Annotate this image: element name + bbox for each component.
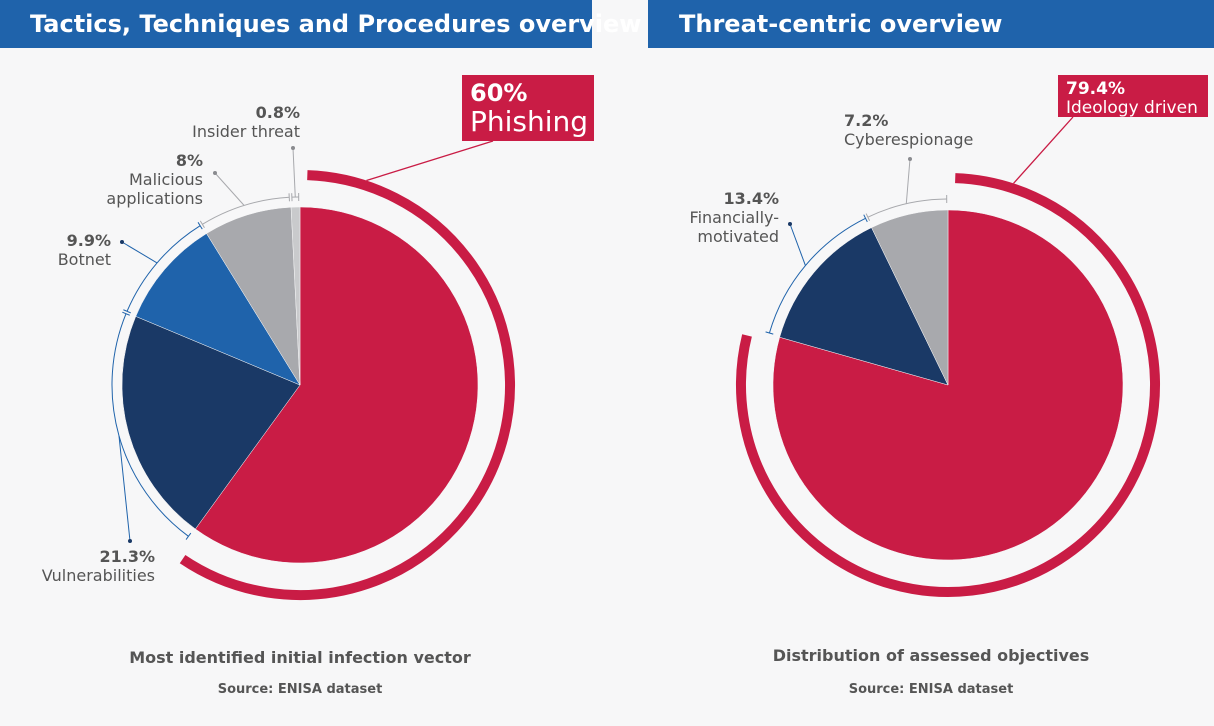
value-label-botnet: 9.9% [67, 231, 111, 250]
arc-tick-financially-motivated-0 [765, 331, 774, 335]
leader-dot-vulnerabilities [128, 539, 132, 543]
infection-vector-source: Source: ENISA dataset [217, 682, 383, 697]
pie-slice-financially-motivated [779, 227, 949, 386]
pie-slice-vulnerabilities [121, 316, 301, 530]
category-label-cyberespionage: Cyberespionage [844, 130, 973, 149]
category-label-malicious-applications-line-1: Malicious [129, 170, 203, 189]
objectives-source: Source: ENISA dataset [848, 682, 1014, 697]
leader-dot-financially-motivated [788, 222, 792, 226]
infection-vector-caption: Most identified initial infection vector [129, 648, 471, 667]
highlight-label-box [1058, 75, 1208, 117]
highlight-ring-ideology-driven [736, 173, 1160, 597]
pie-slice-malicious-applications [206, 206, 301, 386]
arc-tick-botnet-0 [123, 309, 131, 314]
leader-dot-botnet [120, 240, 124, 244]
leader-line-financially-motivated [789, 223, 806, 266]
highlight-ring-phishing [179, 170, 515, 600]
value-label-vulnerabilities: 21.3% [99, 547, 155, 566]
outer-arc-cyberespionage [867, 198, 947, 218]
pie-slice-insider-threat [290, 206, 301, 386]
category-label-botnet: Botnet [58, 250, 111, 269]
threat-centric-panel: Threat-centric overview 79.4% Ideology dr… [648, 0, 1214, 726]
value-label-cyberespionage: 7.2% [844, 111, 888, 130]
category-label-vulnerabilities: Vulnerabilities [42, 566, 155, 585]
arc-tick-financially-motivated-1 [863, 214, 868, 223]
objectives-caption: Distribution of assessed objectives [772, 646, 1090, 665]
leader-line-botnet [121, 241, 158, 264]
leader-dot-cyberespionage [908, 157, 912, 161]
category-label-financially-motivated-line-2: motivated [697, 227, 779, 246]
outer-arc-botnet [126, 225, 201, 312]
leader-line-cyberespionage [905, 158, 911, 204]
leader-line-phishing [366, 140, 494, 182]
value-label-ideology-driven: 79.4% [1066, 79, 1125, 99]
pie-slice-cyberespionage [871, 209, 949, 386]
leader-line-vulnerabilities [118, 435, 131, 542]
arc-tick-vulnerabilities-1 [122, 311, 130, 316]
category-label-financially-motivated-line-1: Financially- [690, 208, 779, 227]
value-label-financially-motivated: 13.4% [723, 189, 779, 208]
leader-line-insider-threat [292, 147, 296, 198]
value-label-insider-threat: 0.8% [256, 103, 300, 122]
category-label-ideology-driven: Ideology driven [1066, 98, 1198, 118]
category-label-malicious-applications-line-2: applications [106, 189, 203, 208]
pie-slice-botnet [135, 233, 301, 386]
arc-tick-vulnerabilities-0 [185, 532, 192, 540]
arc-tick-botnet-1 [197, 222, 203, 230]
objectives-pie-chart: 79.4%Ideology driven 13.4%Financially-mot… [690, 75, 1208, 597]
highlight-label-box [462, 75, 594, 141]
ttp-overview-panel: Tactics, Techniques and Procedures overv… [0, 0, 641, 726]
arc-tick-cyberespionage-0 [865, 213, 871, 221]
outer-arc-malicious-applications [202, 196, 290, 225]
value-label-malicious-applications: 8% [176, 151, 203, 170]
leader-line-ideology-driven [1013, 116, 1074, 184]
leader-line-malicious-applications [214, 172, 245, 206]
outer-arc-vulnerabilities [111, 313, 189, 537]
arc-tick-malicious-applications-0 [199, 220, 205, 229]
infection-vector-pie-chart: 60%Phishing 21.3%Vulnerabilities 9.9%Botne… [42, 75, 594, 600]
leader-dot-insider-threat [291, 146, 295, 150]
ttp-overview-header: Tactics, Techniques and Procedures overv… [0, 0, 641, 48]
category-label-insider-threat: Insider threat [192, 122, 300, 141]
leader-dot-malicious-applications [213, 171, 217, 175]
category-label-phishing: Phishing [470, 105, 588, 138]
threat-centric-header: Threat-centric overview [648, 0, 1214, 48]
value-label-phishing: 60% [470, 79, 527, 107]
pie-slice-phishing [195, 206, 479, 564]
